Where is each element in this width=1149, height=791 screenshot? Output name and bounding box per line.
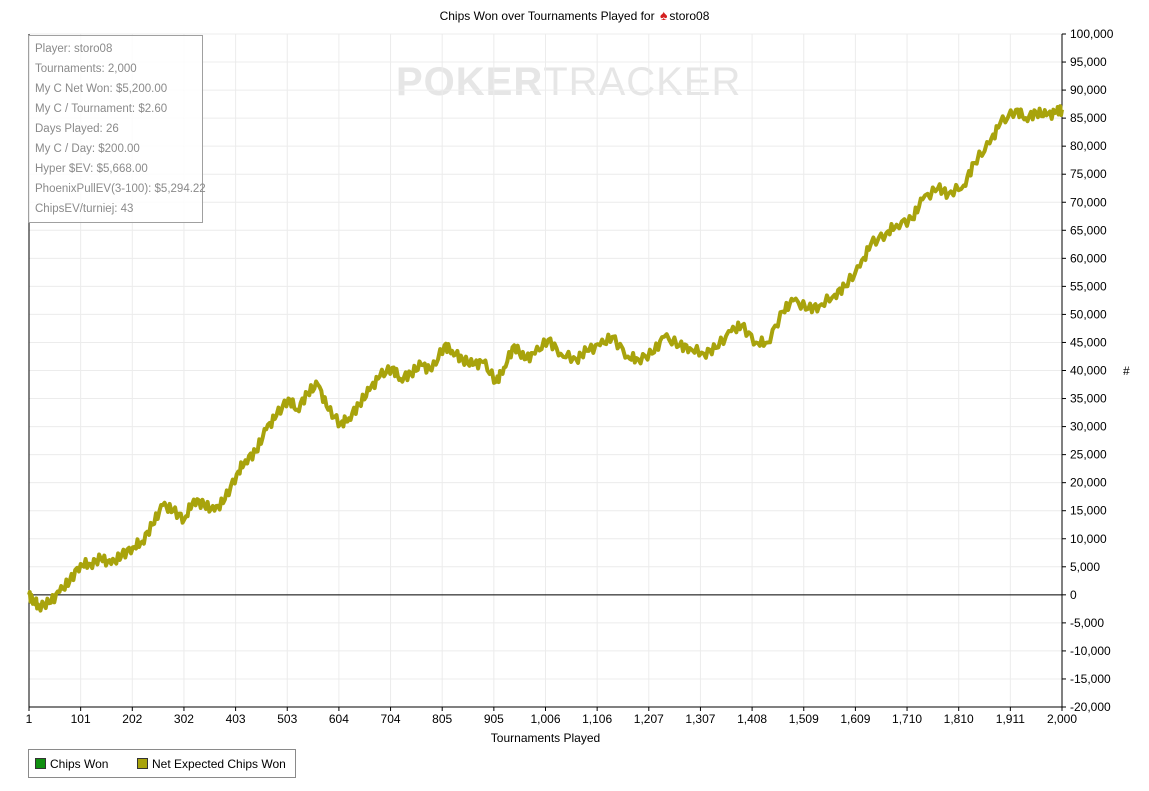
y-tick-label: 75,000 bbox=[1070, 167, 1107, 181]
y-tick-label: 90,000 bbox=[1070, 83, 1107, 97]
y-tick-label: 35,000 bbox=[1070, 392, 1107, 406]
y-tick-label: 20,000 bbox=[1070, 476, 1107, 490]
x-tick-label: 1,106 bbox=[582, 712, 612, 726]
legend-item-chips-won[interactable]: Chips Won bbox=[35, 757, 108, 771]
x-tick-label: 805 bbox=[432, 712, 452, 726]
chart-title-text: Chips Won over Tournaments Played for bbox=[439, 9, 655, 23]
info-line: My C / Day: $200.00 bbox=[35, 143, 140, 155]
x-tick-label: 1,509 bbox=[789, 712, 819, 726]
y-tick-label: 60,000 bbox=[1070, 251, 1107, 265]
legend-item-net-expected[interactable]: Net Expected Chips Won bbox=[137, 757, 286, 771]
y-tick-label: 0 bbox=[1070, 588, 1077, 602]
x-tick-label: 1,307 bbox=[685, 712, 715, 726]
chart-title-player: storo08 bbox=[669, 9, 710, 23]
stats-info-box: Player: storo08 Tournaments: 2,000 My C … bbox=[28, 35, 206, 223]
x-tick-label: 1,207 bbox=[634, 712, 664, 726]
y-tick-label: 100,000 bbox=[1070, 27, 1114, 41]
x-tick-label: 1,911 bbox=[996, 712, 1025, 726]
x-tick-label: 704 bbox=[381, 712, 401, 726]
y-tick-label: 65,000 bbox=[1070, 223, 1107, 237]
y-axis-label: # bbox=[1123, 364, 1130, 378]
spade-icon: ♠ bbox=[659, 7, 668, 23]
y-tick-label: 5,000 bbox=[1070, 560, 1100, 574]
info-line: Days Played: 26 bbox=[35, 123, 119, 135]
x-tick-label: 1,408 bbox=[737, 712, 767, 726]
legend-swatch-chips-won bbox=[35, 758, 46, 769]
info-line: My C Net Won: $5,200.00 bbox=[35, 83, 168, 95]
info-line: Tournaments: 2,000 bbox=[35, 63, 137, 75]
x-tick-label: 2,000 bbox=[1047, 712, 1077, 726]
legend-swatch-net-expected bbox=[137, 758, 148, 769]
y-tick-label: 45,000 bbox=[1070, 335, 1107, 349]
x-tick-label: 503 bbox=[277, 712, 297, 726]
x-tick-label: 403 bbox=[226, 712, 246, 726]
x-tick-label: 1 bbox=[26, 712, 33, 726]
y-tick-label: 85,000 bbox=[1070, 111, 1107, 125]
y-tick-label: -20,000 bbox=[1070, 700, 1111, 714]
series-line-1 bbox=[27, 104, 1064, 613]
info-line: PhoenixPullEV(3-100): $5,294.22 bbox=[35, 183, 206, 195]
info-line: Player: storo08 bbox=[35, 43, 113, 55]
info-line: ChipsEV/turniej: 43 bbox=[35, 203, 134, 215]
x-tick-label: 1,810 bbox=[944, 712, 974, 726]
y-tick-label: 70,000 bbox=[1070, 195, 1107, 209]
pokertracker-watermark: POKERTRACKER bbox=[396, 60, 742, 104]
chart-title: Chips Won over Tournaments Played for ♠ s… bbox=[0, 7, 1149, 23]
y-tick-label: -15,000 bbox=[1070, 672, 1111, 686]
x-tick-label: 202 bbox=[122, 712, 142, 726]
y-tick-label: 10,000 bbox=[1070, 532, 1107, 546]
y-tick-label: -5,000 bbox=[1070, 616, 1104, 630]
y-tick-label: 25,000 bbox=[1070, 448, 1107, 462]
x-tick-label: 101 bbox=[71, 712, 91, 726]
y-tick-label: 40,000 bbox=[1070, 364, 1107, 378]
y-tick-label: 50,000 bbox=[1070, 307, 1107, 321]
y-tick-label: 15,000 bbox=[1070, 504, 1107, 518]
y-tick-label: 95,000 bbox=[1070, 55, 1107, 69]
y-tick-label: 80,000 bbox=[1070, 139, 1107, 153]
x-tick-label: 604 bbox=[329, 712, 349, 726]
y-tick-label: 30,000 bbox=[1070, 420, 1107, 434]
x-tick-label: 905 bbox=[484, 712, 504, 726]
info-line: Hyper $EV: $5,668.00 bbox=[35, 163, 148, 175]
y-tick-label: 55,000 bbox=[1070, 279, 1107, 293]
x-tick-label: 302 bbox=[174, 712, 194, 726]
info-line: My C / Tournament: $2.60 bbox=[35, 103, 168, 115]
x-axis-label: Tournaments Played bbox=[491, 731, 600, 745]
x-tick-label: 1,609 bbox=[840, 712, 870, 726]
x-tick-label: 1,006 bbox=[530, 712, 560, 726]
x-tick-label: 1,710 bbox=[892, 712, 922, 726]
chart-legend: Chips Won Net Expected Chips Won bbox=[28, 749, 296, 778]
y-tick-label: -10,000 bbox=[1070, 644, 1111, 658]
